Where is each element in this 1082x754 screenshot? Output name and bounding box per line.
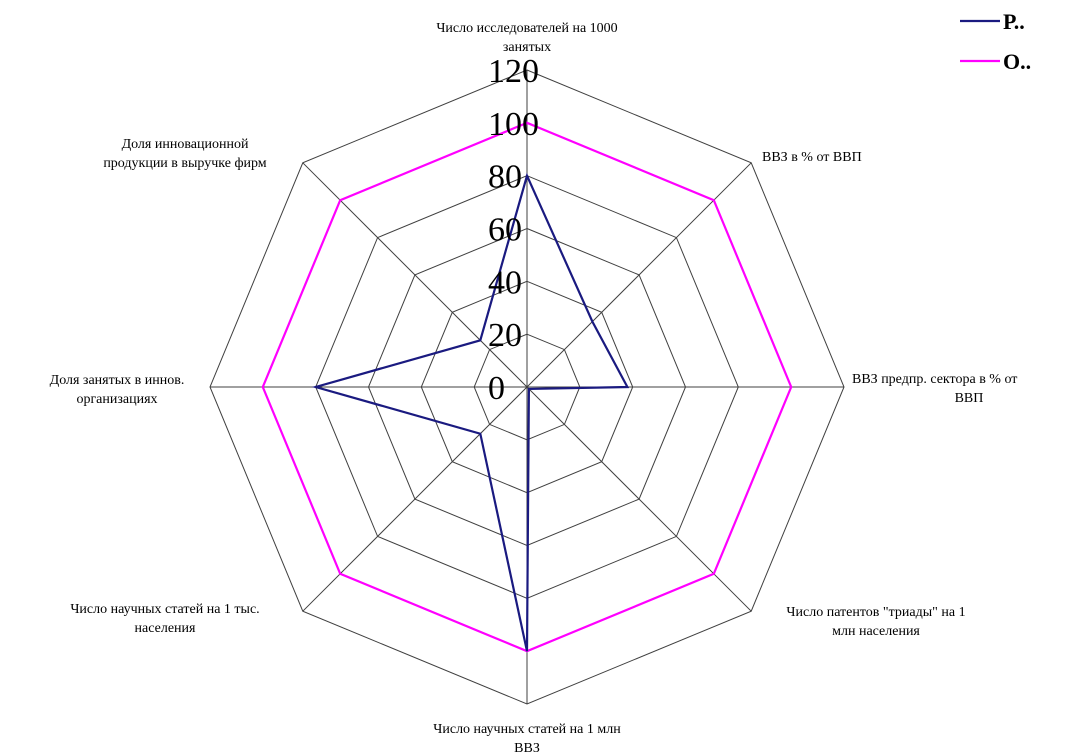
legend-item-2: О.. [960,49,1031,74]
axis-labels: Число исследователей на 1000 занятых ВВЗ в… [50,21,1018,754]
axis-label-2: ВВЗ в % от ВВП [762,150,862,165]
axis-label-6: Число научных статей на 1 тыс. населения [70,602,259,636]
tick-label: 40 [488,264,522,301]
axis-label-line: ВВЗ в % от ВВП [762,150,862,165]
tick-label: 20 [488,317,522,354]
axis-label-4: Число патентов "триады" на 1 млн населени… [786,605,965,639]
axis-label-line: Число научных статей на 1 тыс. [70,602,259,617]
radar-series [261,121,793,653]
radial-tick-labels: 0 20 40 60 80 100 120 [488,53,539,407]
axis-label-line: занятых [503,40,551,55]
legend: Р.. О.. [960,9,1031,74]
spoke-4 [526,386,752,612]
axis-label-3: ВВЗ предпр. сектора в % от ВВП [852,372,1017,406]
axis-label-line: Доля инновационной [122,137,249,152]
axis-label-7: Доля занятых в иннов. организациях [50,373,185,407]
axis-label-line: населения [135,621,196,636]
spoke-2 [526,162,752,388]
tick-label: 0 [488,370,505,407]
tick-label: 60 [488,212,522,249]
axis-label-line: ВВЗ [514,741,540,754]
axis-label-line: Число исследователей на 1000 [436,21,617,36]
legend-label: Р.. [1003,9,1025,34]
tick-label: 100 [488,106,539,143]
axis-label-line: ВВЗ предпр. сектора в % от [852,372,1017,387]
axis-label-line: Число патентов "триады" на 1 [786,605,965,620]
tick-label: 80 [488,159,522,196]
axis-label-line: организациях [76,392,157,407]
legend-label: О.. [1003,49,1031,74]
axis-label-1: Число исследователей на 1000 занятых [436,21,617,55]
axis-label-line: Число научных статей на 1 млн [433,722,621,737]
axis-label-line: продукции в выручке фирм [103,156,266,171]
axis-label-5: Число научных статей на 1 млн ВВЗ [433,722,621,754]
legend-item-1: Р.. [960,9,1025,34]
series-line-1 [311,172,630,652]
axis-label-line: ВВП [955,391,984,406]
axis-label-8: Доля инновационной продукции в выручке фи… [103,137,266,171]
axis-label-line: млн населения [832,624,920,639]
axis-label-line: Доля занятых в иннов. [50,373,185,388]
tick-label: 120 [488,53,539,90]
